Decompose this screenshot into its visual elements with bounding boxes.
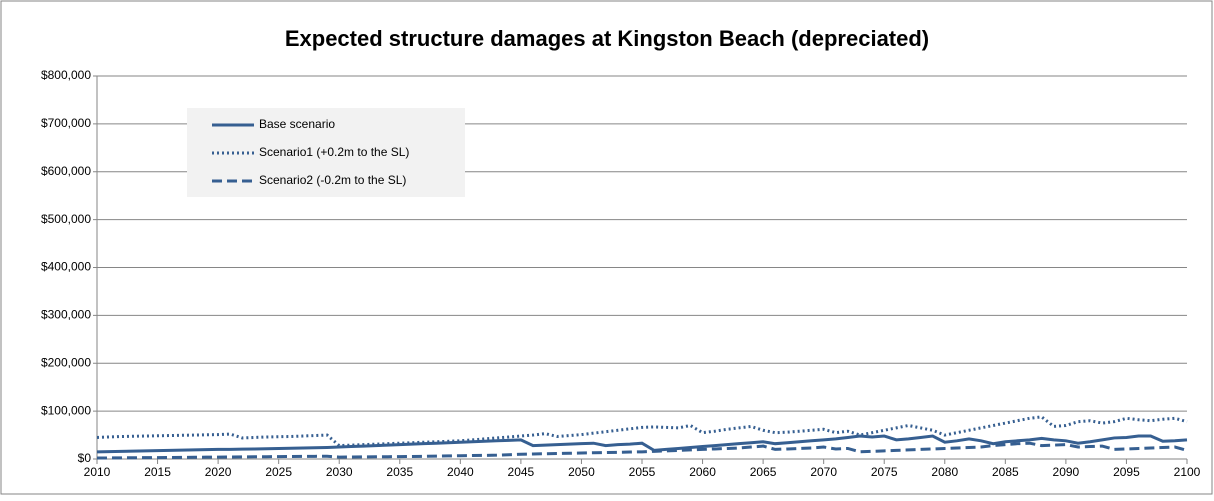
y-tick-label: $600,000 xyxy=(41,164,91,178)
y-tick-label: $700,000 xyxy=(41,116,91,130)
x-tick-label: 2015 xyxy=(144,465,171,479)
x-tick-label: 2070 xyxy=(810,465,837,479)
x-tick-label: 2090 xyxy=(1053,465,1080,479)
series-line xyxy=(96,441,1188,460)
y-tick-label: $400,000 xyxy=(41,260,91,274)
x-tick-label: 2075 xyxy=(871,465,898,479)
x-tick-label: 2065 xyxy=(750,465,777,479)
x-tick-label: 2035 xyxy=(386,465,413,479)
legend-label: Scenario2 (-0.2m to the SL) xyxy=(259,173,406,187)
legend-label: Base scenario xyxy=(259,117,335,131)
x-tick-label: 2040 xyxy=(447,465,474,479)
x-tick-label: 2020 xyxy=(205,465,232,479)
x-tick-label: 2025 xyxy=(265,465,292,479)
x-tick-label: 2055 xyxy=(629,465,656,479)
x-tick-label: 2045 xyxy=(508,465,535,479)
legend-label: Scenario1 (+0.2m to the SL) xyxy=(259,145,409,159)
series-line xyxy=(96,434,1188,454)
y-tick-label: $200,000 xyxy=(41,355,91,369)
chart-title: Expected structure damages at Kingston B… xyxy=(285,26,929,51)
y-tick-label: $800,000 xyxy=(41,68,91,82)
x-tick-label: 2100 xyxy=(1174,465,1201,479)
series-line xyxy=(96,415,1188,448)
y-tick-label: $0 xyxy=(78,451,92,465)
x-tick-label: 2050 xyxy=(568,465,595,479)
x-tick-label: 2085 xyxy=(992,465,1019,479)
x-tick-label: 2060 xyxy=(689,465,716,479)
x-tick-label: 2080 xyxy=(931,465,958,479)
x-tick-label: 2030 xyxy=(326,465,353,479)
y-tick-label: $500,000 xyxy=(41,212,91,226)
y-tick-label: $300,000 xyxy=(41,308,91,322)
x-tick-label: 2010 xyxy=(84,465,111,479)
x-tick-label: 2095 xyxy=(1113,465,1140,479)
y-tick-label: $100,000 xyxy=(41,403,91,417)
